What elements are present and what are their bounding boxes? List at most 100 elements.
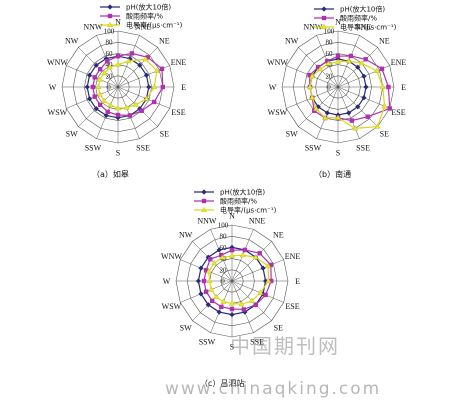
data-point bbox=[373, 67, 380, 73]
direction-label: E bbox=[295, 277, 300, 286]
direction-label: NE bbox=[379, 37, 390, 46]
direction-label: NW bbox=[179, 231, 193, 240]
direction-label: SE bbox=[380, 129, 389, 138]
direction-label: W bbox=[49, 83, 57, 92]
data-point bbox=[322, 114, 329, 121]
data-point bbox=[115, 115, 121, 121]
data-point bbox=[346, 110, 352, 116]
direction-label: W bbox=[269, 83, 277, 92]
data-point bbox=[352, 125, 359, 131]
direction-label: ENE bbox=[171, 58, 187, 67]
radial-tick-label: 0 bbox=[221, 278, 225, 286]
direction-label: ENE bbox=[391, 58, 407, 67]
data-point bbox=[335, 114, 341, 120]
series-ph bbox=[195, 244, 269, 318]
data-point bbox=[315, 104, 321, 110]
data-point bbox=[143, 72, 150, 78]
data-point bbox=[316, 65, 321, 70]
data-point bbox=[363, 84, 369, 90]
direction-label: NNE bbox=[249, 216, 266, 225]
data-point bbox=[127, 55, 133, 62]
watermark: 中国期刊网 www.chinaqking.com bbox=[165, 334, 379, 399]
data-point bbox=[379, 83, 386, 90]
grid-spoke bbox=[231, 280, 254, 333]
data-point bbox=[206, 277, 213, 283]
data-point bbox=[107, 101, 114, 108]
watermark-text: 中国期刊网 bbox=[230, 334, 340, 358]
data-point bbox=[309, 94, 316, 100]
radial-tick-label: 20 bbox=[220, 266, 228, 274]
direction-label: WSW bbox=[268, 108, 288, 117]
data-point bbox=[324, 110, 330, 116]
data-point bbox=[93, 106, 99, 112]
direction-label: N bbox=[115, 17, 121, 26]
direction-label: ENE bbox=[285, 252, 301, 261]
data-point bbox=[265, 277, 272, 283]
data-point bbox=[374, 123, 381, 129]
direction-label: S bbox=[230, 343, 234, 352]
radial-tick-label: 20 bbox=[326, 72, 334, 80]
data-point bbox=[229, 248, 235, 253]
legend-label: 酸雨频率/% bbox=[220, 197, 257, 206]
direction-label: SW bbox=[286, 129, 298, 138]
chart-caption: （c）吕泗站 bbox=[200, 378, 244, 388]
legend-marker bbox=[107, 21, 113, 27]
data-point bbox=[132, 101, 139, 107]
direction-label: NNE bbox=[135, 22, 152, 31]
data-point bbox=[239, 251, 246, 258]
radial-tick-label: 20 bbox=[106, 72, 114, 80]
legend-marker bbox=[201, 206, 207, 213]
data-point bbox=[269, 278, 274, 284]
radial-tick-label: 100 bbox=[324, 28, 335, 36]
data-point bbox=[268, 262, 274, 268]
data-point bbox=[365, 114, 370, 119]
legend-label: pH(放大10倍) bbox=[220, 188, 265, 197]
chart-caption: （a）如皋 bbox=[92, 169, 129, 179]
series-cond bbox=[307, 57, 388, 131]
radial-tick-label: 0 bbox=[107, 84, 111, 92]
data-point bbox=[242, 247, 248, 253]
data-point bbox=[139, 108, 144, 113]
data-point bbox=[115, 54, 121, 59]
data-point bbox=[387, 106, 392, 111]
direction-label: NNW bbox=[197, 216, 217, 225]
direction-label: SSE bbox=[136, 144, 150, 153]
data-point bbox=[96, 76, 103, 82]
data-point bbox=[358, 60, 365, 66]
legend: pH(放大10倍)酸雨频率/%电导率/(μs·cm⁻¹) bbox=[314, 5, 397, 32]
series-line bbox=[308, 55, 391, 122]
direction-label: NW bbox=[65, 37, 79, 46]
direction-label: NNE bbox=[355, 22, 372, 31]
data-point bbox=[198, 291, 204, 297]
legend-marker bbox=[321, 6, 327, 12]
radar-chart: 020406080100NNNENEENEEESESESSESSSWSWWSWW… bbox=[47, 3, 186, 180]
data-point bbox=[229, 312, 235, 318]
data-point bbox=[229, 252, 235, 258]
data-point bbox=[115, 112, 121, 118]
data-point bbox=[379, 66, 385, 71]
legend-marker bbox=[107, 13, 113, 19]
data-point bbox=[208, 286, 215, 292]
direction-label: E bbox=[181, 83, 186, 92]
data-point bbox=[106, 64, 113, 70]
data-point bbox=[92, 94, 97, 99]
data-point bbox=[103, 112, 109, 119]
data-point bbox=[386, 84, 391, 90]
radial-tick-label: 60 bbox=[106, 50, 114, 58]
grid-spoke bbox=[117, 47, 158, 88]
data-point bbox=[355, 64, 361, 70]
data-point bbox=[115, 61, 121, 67]
data-point bbox=[93, 62, 99, 68]
radar-chart: 020406080100NNNENEENEEESESESSESSSWSWWSWW… bbox=[267, 5, 406, 180]
data-point bbox=[160, 84, 165, 90]
data-point bbox=[325, 58, 330, 64]
data-point bbox=[90, 84, 95, 90]
direction-label: SSE bbox=[356, 144, 370, 153]
data-point bbox=[263, 292, 268, 298]
data-point bbox=[257, 289, 264, 295]
series-line bbox=[309, 60, 386, 130]
data-point bbox=[216, 247, 222, 253]
grid-spoke bbox=[117, 86, 170, 109]
direction-label: NW bbox=[285, 37, 299, 46]
